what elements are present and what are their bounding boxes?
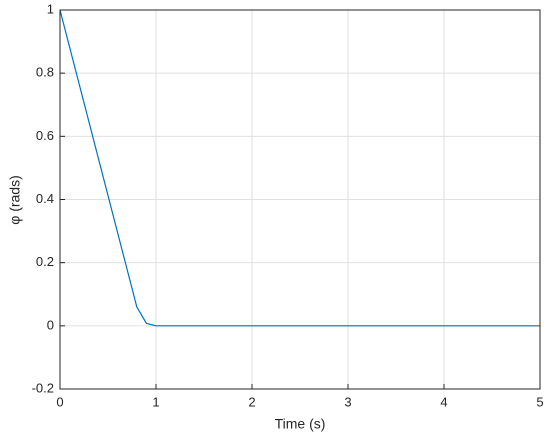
y-tick-label: 0: [47, 317, 54, 332]
x-tick-label: 3: [344, 394, 351, 409]
x-tick-label: 0: [56, 394, 63, 409]
y-tick-label: 0.8: [36, 65, 54, 80]
y-tick-label: 0.2: [36, 254, 54, 269]
y-tick-label: 0.6: [36, 128, 54, 143]
x-tick-label: 2: [248, 394, 255, 409]
data-line: [59, 9, 540, 327]
x-tick-label: 4: [440, 394, 447, 409]
x-tick-label: 5: [536, 394, 543, 409]
y-tick-label: 0.4: [36, 191, 54, 206]
plot-frame: [59, 9, 541, 390]
y-tick-label: -0.2: [32, 380, 54, 395]
y-tick-label: 1: [47, 1, 54, 16]
x-axis-label: Time (s): [275, 416, 326, 432]
y-axis-label: φ (rads): [7, 175, 23, 225]
x-tick-label: 1: [152, 394, 159, 409]
